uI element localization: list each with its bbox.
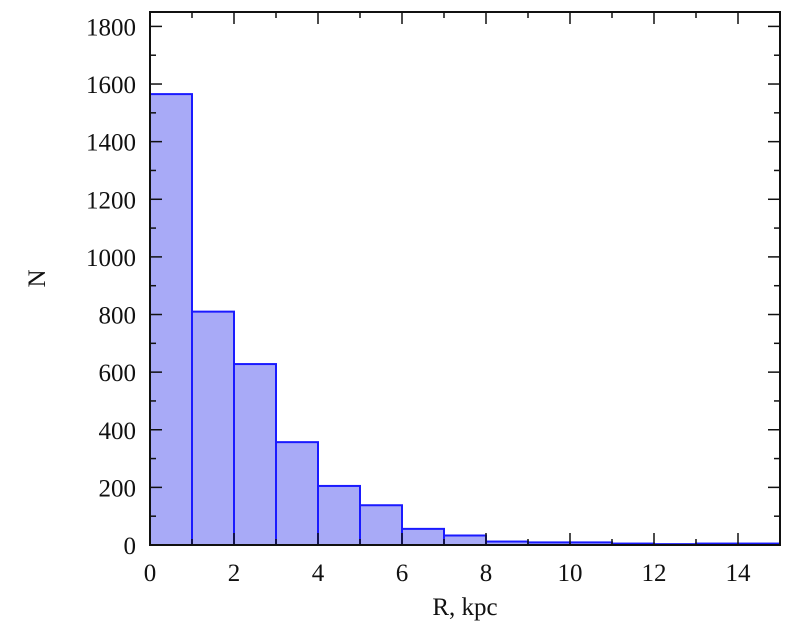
plot-frame <box>149 11 781 546</box>
histogram-bar-4 <box>317 484 361 546</box>
x-tick-label: 14 <box>726 560 752 587</box>
y-tick-label: 1800 <box>86 14 136 41</box>
x-tick-label: 12 <box>642 560 667 587</box>
y-axis-title: N <box>24 269 51 287</box>
bars-group <box>149 93 781 547</box>
y-tick-label: 0 <box>124 533 137 560</box>
x-tick-label: 4 <box>312 560 325 587</box>
histogram-bar-6 <box>401 527 445 547</box>
y-tick-label: 400 <box>99 418 137 445</box>
x-tick-label: 2 <box>228 560 241 587</box>
x-tick-labels: 0 2 4 6 8 10 12 14 <box>144 560 751 587</box>
y-tick-labels: 0 200 400 600 800 1000 1200 1400 1600 1800 <box>86 14 136 560</box>
y-tick-label: 200 <box>99 475 137 502</box>
y-tick-label: 1000 <box>86 245 136 272</box>
histogram-bar-5 <box>359 504 403 547</box>
histogram-bar-7 <box>443 534 487 546</box>
histogram-bar-3 <box>275 441 319 547</box>
histogram-bar-0 <box>149 93 193 546</box>
y-tick-label: 600 <box>99 360 137 387</box>
y-tick-label: 1200 <box>86 187 136 214</box>
x-tick-label: 6 <box>396 560 409 587</box>
x-tick-label: 8 <box>480 560 493 587</box>
x-axis-title: R, kpc <box>432 594 497 621</box>
y-tick-label: 1600 <box>86 72 136 99</box>
histogram-bar-2 <box>233 363 277 546</box>
y-tick-label: 800 <box>99 303 137 330</box>
x-tick-label: 10 <box>558 560 583 587</box>
y-tick-label: 1400 <box>86 130 136 157</box>
histogram-bar-1 <box>191 310 235 547</box>
x-tick-label: 0 <box>144 560 157 587</box>
